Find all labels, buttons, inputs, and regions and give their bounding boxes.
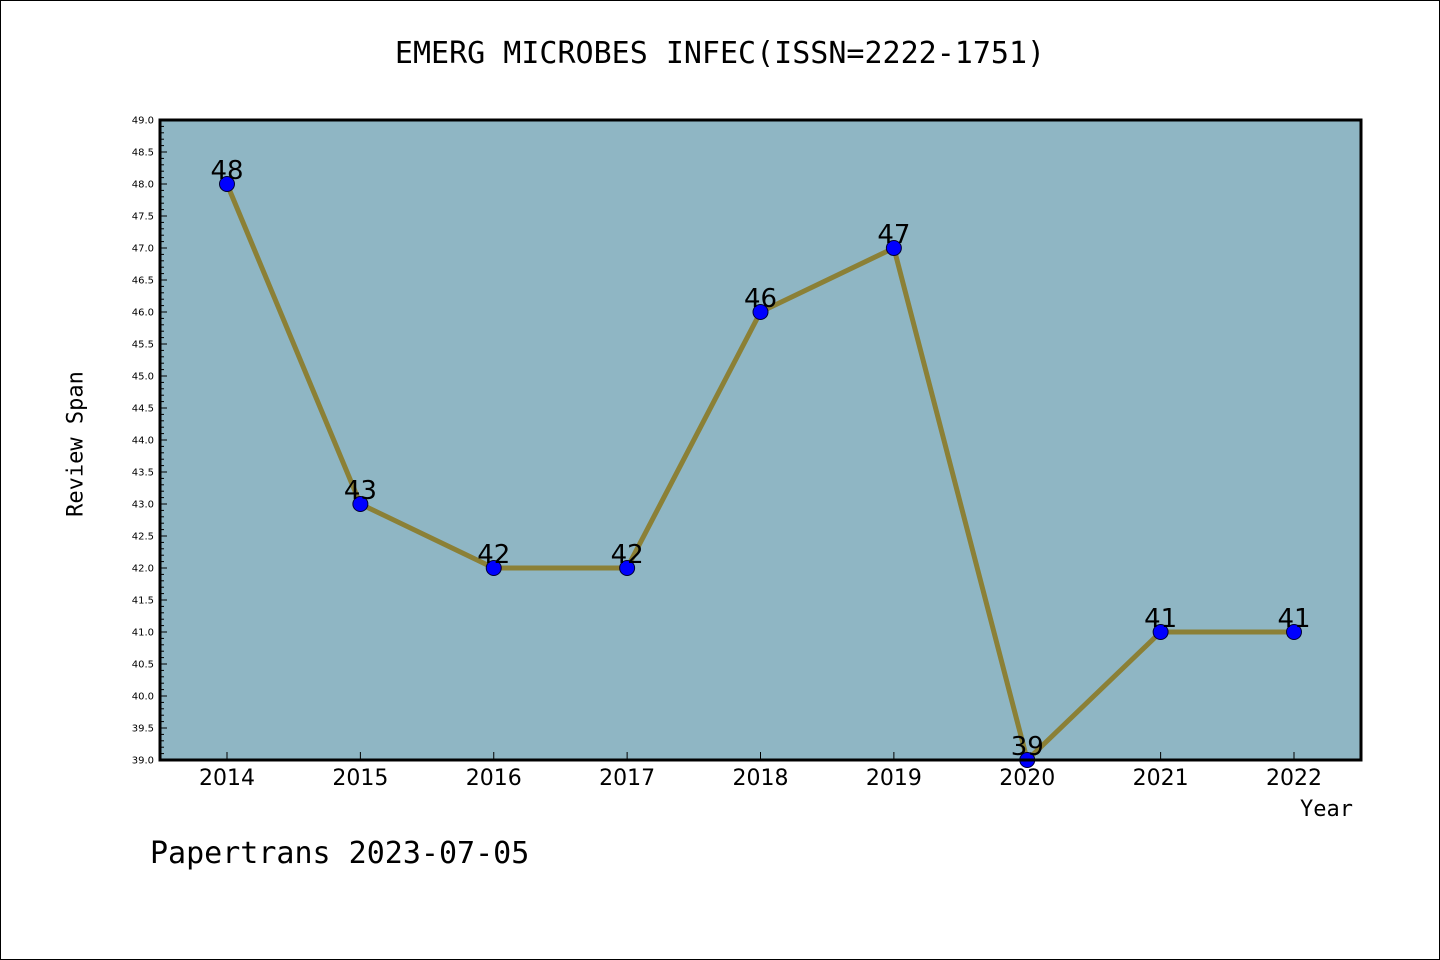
data-label: 42 bbox=[611, 540, 644, 570]
chart-title: EMERG MICROBES INFEC(ISSN=2222-1751) bbox=[394, 36, 1046, 71]
x-tick-label: 2021 bbox=[1133, 766, 1189, 791]
footer-credit: Papertrans 2023-07-05 bbox=[150, 836, 530, 871]
data-point bbox=[619, 560, 636, 576]
x-tick-label: 2015 bbox=[332, 766, 388, 791]
data-label: 42 bbox=[477, 540, 510, 570]
y-tick-label: 45.0 bbox=[132, 372, 154, 383]
y-tick-label: 47.0 bbox=[132, 244, 154, 255]
x-tick-label: 2022 bbox=[1266, 766, 1322, 791]
y-tick-label: 43.0 bbox=[132, 500, 154, 511]
y-tick-label: 42.5 bbox=[132, 532, 154, 543]
x-tick-label: 2014 bbox=[199, 766, 255, 791]
x-tick-label: 2019 bbox=[866, 766, 922, 791]
data-point bbox=[1286, 624, 1302, 640]
y-tick-label: 47.5 bbox=[132, 212, 154, 223]
y-tick-label: 45.5 bbox=[132, 340, 154, 351]
y-tick-label: 42.0 bbox=[132, 564, 154, 575]
y-tick-label: 41.5 bbox=[132, 596, 154, 607]
data-point bbox=[485, 560, 502, 576]
y-tick-label: 41.0 bbox=[132, 628, 154, 639]
y-tick-label: 49.0 bbox=[132, 116, 154, 127]
y-tick-label: 40.5 bbox=[132, 660, 154, 671]
x-tick-label: 2017 bbox=[599, 766, 655, 791]
data-label: 39 bbox=[1011, 732, 1044, 762]
y-tick-label: 46.0 bbox=[132, 308, 154, 319]
plot-border bbox=[158, 118, 1363, 762]
y-tick-label: 48.5 bbox=[132, 148, 154, 159]
x-tick-label: 2020 bbox=[999, 766, 1055, 791]
data-point bbox=[885, 240, 902, 256]
x-tick-label: 2016 bbox=[466, 766, 522, 791]
data-label: 41 bbox=[1277, 604, 1310, 634]
data-label: 41 bbox=[1144, 604, 1177, 634]
data-label: 47 bbox=[877, 220, 910, 250]
y-tick-label: 40.0 bbox=[132, 692, 154, 703]
y-tick-label: 39.5 bbox=[132, 724, 154, 735]
y-tick-label: 46.5 bbox=[132, 276, 154, 287]
data-point bbox=[219, 176, 235, 192]
data-point bbox=[1152, 624, 1169, 640]
y-tick-label: 44.5 bbox=[132, 404, 154, 415]
x-tick-label: 2018 bbox=[733, 766, 789, 791]
data-label: 48 bbox=[210, 156, 243, 186]
data-label: 43 bbox=[344, 476, 377, 506]
data-label: 46 bbox=[744, 284, 777, 314]
y-tick-label: 48.0 bbox=[132, 180, 154, 191]
x-axis-label: Year bbox=[1300, 797, 1353, 822]
y-tick-label: 44.0 bbox=[132, 436, 154, 447]
data-point bbox=[752, 304, 769, 320]
data-point bbox=[352, 496, 369, 512]
y-tick-label: 39.0 bbox=[132, 756, 154, 767]
y-tick-label: 43.5 bbox=[132, 468, 154, 479]
plot-area bbox=[160, 120, 1361, 760]
